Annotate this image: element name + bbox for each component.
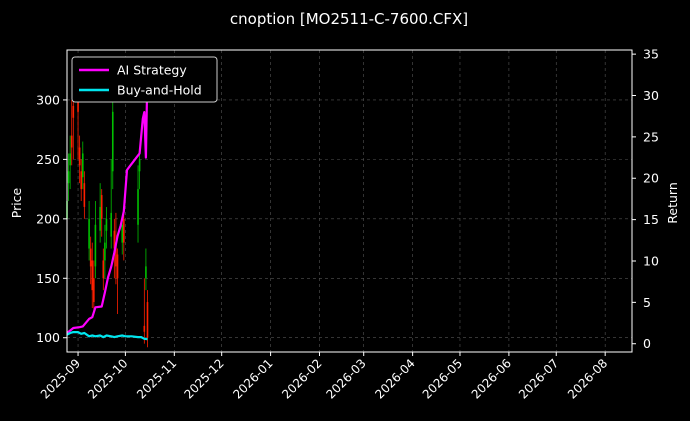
right-y-tick-label: 30 [643, 88, 659, 103]
right-y-tick-label: 10 [643, 253, 659, 268]
candle-up [110, 159, 112, 249]
candle-body [115, 242, 117, 267]
candle-body [78, 147, 81, 166]
candle-up [138, 153, 141, 190]
candle-up [145, 248, 147, 291]
left-axis-label: Price [9, 187, 24, 218]
candle-body [138, 159, 141, 172]
candle-down [100, 189, 103, 237]
candle-down [116, 248, 119, 314]
candle-body [143, 325, 146, 332]
right-y-tick-label: 25 [643, 129, 659, 144]
candle-up [104, 224, 106, 279]
plot-frame [66, 49, 633, 353]
series-line-buy-and-hold [66, 331, 148, 341]
return-series-lines [66, 66, 149, 341]
candle-body [111, 111, 114, 172]
right-y-tick-label: 5 [643, 295, 651, 310]
candle-body [93, 278, 95, 303]
candlestick-series [66, 64, 149, 348]
candle-body [123, 218, 125, 243]
candle-body [121, 224, 124, 243]
right-y-tick-label: 0 [643, 336, 651, 351]
candle-up [69, 135, 71, 190]
candle-body [110, 212, 112, 237]
candle-body [67, 171, 70, 184]
left-y-tick-label: 300 [36, 92, 60, 107]
candle-up [67, 153, 70, 201]
candle-body [80, 171, 83, 190]
candle-body [70, 135, 73, 148]
right-y-tick-label: 35 [643, 47, 659, 62]
legend-label-ai-strategy: AI Strategy [117, 63, 187, 78]
candle-up [94, 201, 97, 279]
candle-body [146, 302, 149, 338]
right-y-tick-label: 20 [643, 171, 659, 186]
series-line-ai-strategy [66, 66, 149, 334]
candle-body [105, 218, 108, 231]
right-y-axis: 0 5 10 15 20 25 30 35 [632, 47, 659, 351]
candle-body [113, 230, 116, 249]
candle-up [105, 206, 108, 249]
candle-down [146, 290, 149, 348]
candle-body [83, 183, 86, 207]
left-y-tick-label: 100 [36, 330, 60, 345]
candle-down [102, 248, 105, 291]
candle-down [123, 212, 125, 261]
candle-body [91, 260, 94, 291]
candle-body [99, 206, 101, 231]
candle-up [99, 183, 101, 243]
candle-body [88, 218, 90, 249]
left-y-tick-label: 150 [36, 271, 60, 286]
candle-body [104, 242, 106, 261]
candle-up [137, 165, 139, 243]
candle-body [102, 260, 105, 279]
chart-title: cnoption [MO2511-C-7600.CFX] [230, 10, 468, 28]
candle-body [81, 153, 84, 178]
candle-body [100, 195, 103, 219]
candle-up [81, 141, 84, 190]
candle-down [93, 260, 95, 314]
candle-up [111, 88, 114, 190]
candle-body [69, 153, 71, 166]
candle-body [116, 254, 119, 279]
legend-label-buy-and-hold: Buy-and-Hold [117, 83, 202, 98]
candle-body [145, 266, 147, 279]
candle-body [89, 248, 92, 267]
candle-down [83, 171, 86, 219]
candle-up [88, 201, 90, 261]
candle-down [143, 278, 146, 344]
candle-down [80, 159, 83, 201]
candle-down [78, 135, 81, 184]
left-y-tick-label: 200 [36, 211, 60, 226]
left-y-axis: 100 150 200 250 300 [36, 92, 67, 345]
candle-down [91, 242, 94, 309]
candle-down [89, 236, 92, 285]
candle-body [94, 224, 97, 267]
left-y-tick-label: 250 [36, 152, 60, 167]
candle-body [137, 189, 139, 225]
candle-down [70, 99, 73, 166]
right-axis-label: Return [665, 182, 680, 223]
legend: AI Strategy Buy-and-Hold [71, 56, 218, 103]
candle-body [77, 99, 79, 112]
right-y-tick-label: 15 [643, 212, 659, 227]
candle-body [72, 105, 75, 118]
candle-up [121, 218, 124, 255]
